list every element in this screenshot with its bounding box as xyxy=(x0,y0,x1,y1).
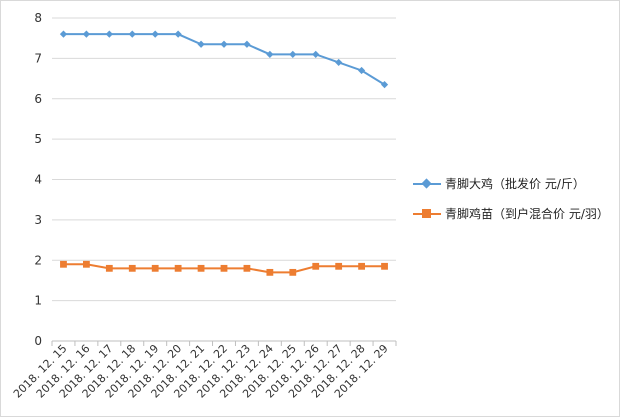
data-point-diamond xyxy=(312,50,320,58)
legend-item-chicken: 青脚大鸡（批发价 元/斤） xyxy=(413,175,613,193)
data-point-square xyxy=(312,262,320,270)
data-point-square xyxy=(266,268,274,276)
data-point-square xyxy=(289,268,297,276)
legend-label-chick: 青脚鸡苗（到户混合价 元/羽） xyxy=(445,207,609,221)
legend-marker-square-icon xyxy=(422,209,431,218)
data-point-square xyxy=(174,264,182,272)
data-point-diamond xyxy=(289,50,297,58)
data-point-diamond xyxy=(266,50,274,58)
data-point-diamond xyxy=(174,30,182,38)
data-point-diamond xyxy=(243,40,251,48)
data-point-diamond xyxy=(197,40,205,48)
data-point-diamond xyxy=(358,66,366,75)
data-point-square xyxy=(335,262,343,270)
data-point-diamond xyxy=(335,58,343,67)
data-point-diamond xyxy=(151,30,159,38)
data-point-diamond xyxy=(128,30,136,38)
y-tick-label: 7 xyxy=(34,51,42,65)
data-point-diamond xyxy=(59,30,68,38)
y-tick-label: 0 xyxy=(34,334,42,348)
y-tick-label: 6 xyxy=(34,92,42,106)
data-point-diamond xyxy=(220,40,228,48)
data-point-square xyxy=(381,262,388,270)
data-point-diamond xyxy=(380,81,389,89)
legend-item-chick: 青脚鸡苗（到户混合价 元/羽） xyxy=(413,205,613,223)
y-tick-label: 5 xyxy=(34,132,42,146)
legend: 青脚大鸡（批发价 元/斤） 青脚鸡苗（到户混合价 元/羽） xyxy=(413,175,613,235)
data-point-square xyxy=(60,260,67,268)
data-point-square xyxy=(243,264,251,272)
data-point-square xyxy=(105,264,113,272)
data-point-diamond xyxy=(105,30,113,38)
legend-marker-diamond-icon xyxy=(421,178,432,189)
y-tick-label: 4 xyxy=(34,173,42,187)
data-point-square xyxy=(128,264,136,272)
y-tick-label: 2 xyxy=(34,253,42,267)
data-point-square xyxy=(358,262,365,270)
legend-label-chicken: 青脚大鸡（批发价 元/斤） xyxy=(445,177,585,191)
y-tick-label: 8 xyxy=(34,11,42,25)
data-point-diamond xyxy=(82,30,90,38)
data-point-square xyxy=(197,264,205,272)
y-tick-label: 3 xyxy=(34,213,42,227)
data-point-square xyxy=(151,264,159,272)
data-point-square xyxy=(83,260,90,268)
data-point-square xyxy=(220,264,228,272)
y-tick-label: 1 xyxy=(34,294,42,308)
